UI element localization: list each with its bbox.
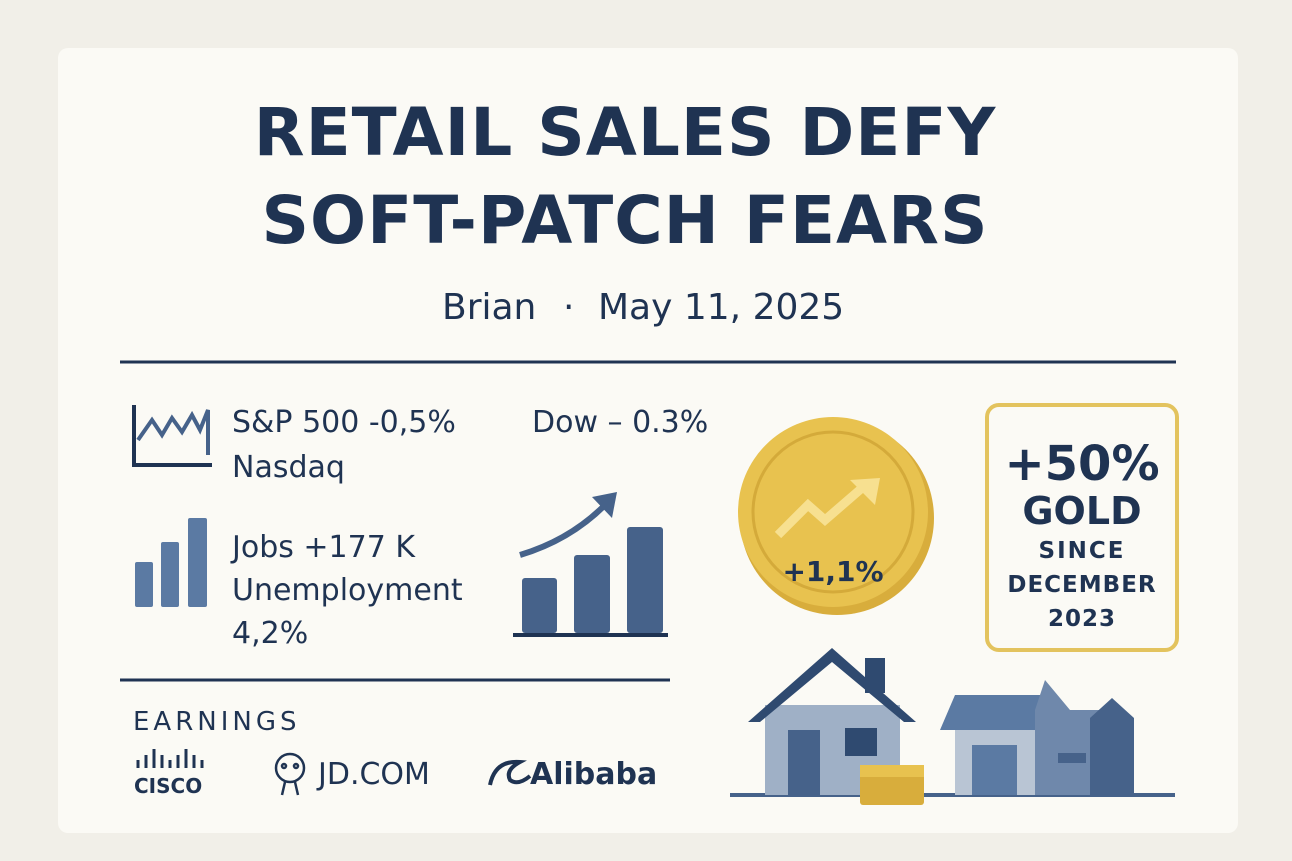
gold-line: +50%: [1004, 436, 1160, 492]
gold-line: DECEMBER: [1007, 572, 1157, 598]
cisco-icon: [136, 749, 204, 768]
alibaba-icon: [488, 759, 532, 786]
jd-icon: [274, 752, 306, 796]
earnings-heading: EARNINGS: [133, 707, 301, 737]
gold-box: [985, 403, 1179, 652]
gold-line: GOLD: [1022, 489, 1142, 533]
separator: ·: [563, 287, 575, 328]
houses: [730, 648, 1175, 805]
company: Alibaba: [530, 757, 658, 792]
unemployment-label: Unemployment: [232, 573, 463, 608]
growth-chart-icon: [513, 492, 668, 637]
company: CISCO: [134, 774, 203, 798]
gold-line: 2023: [1047, 606, 1116, 632]
author: Brian: [442, 287, 537, 328]
bar-icon: [135, 518, 207, 607]
jobs: Jobs +177 K: [232, 530, 416, 565]
title-line: RETAIL SALES DEFY: [253, 94, 997, 171]
title-line: SOFT-PATCH FEARS: [261, 182, 989, 259]
company: JD.COM: [318, 757, 430, 792]
sp500: S&P 500 -0,5%: [232, 405, 456, 440]
dow: Dow – 0.3%: [532, 405, 709, 440]
coin: [738, 417, 934, 615]
date: May 11, 2025: [598, 287, 845, 328]
nasdaq: Nasdaq: [232, 450, 345, 485]
unemployment-value: 4,2%: [232, 616, 309, 651]
gold-line: SINCE: [1038, 538, 1126, 564]
coin-label: +1,1%: [782, 555, 884, 588]
line-chart-icon: [132, 405, 212, 467]
